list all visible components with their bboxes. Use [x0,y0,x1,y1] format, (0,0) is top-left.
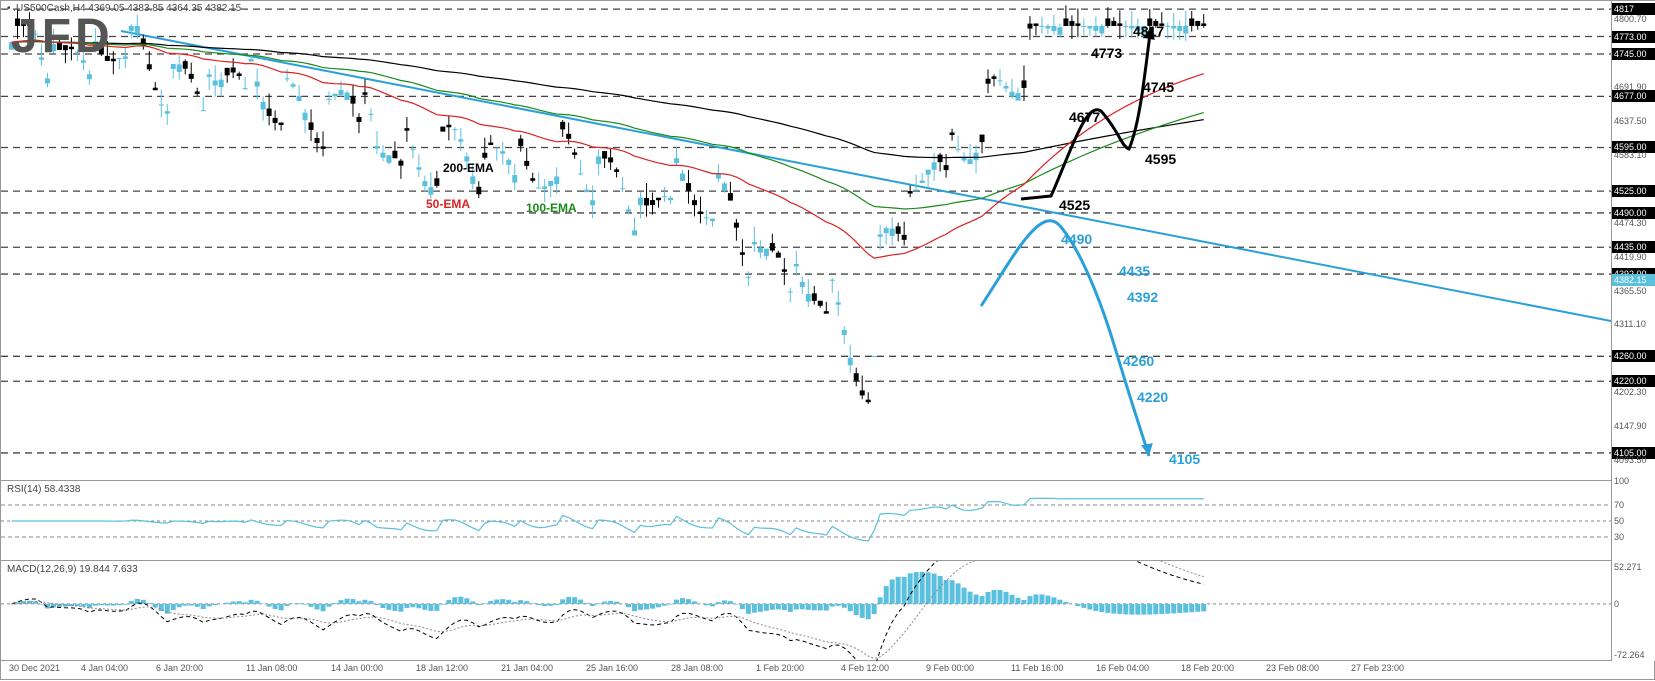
macd-svg [1,561,1611,661]
x-tick: 25 Jan 16:00 [586,663,638,673]
x-tick: 1 Feb 20:00 [756,663,804,673]
rsi-panel[interactable] [1,481,1611,561]
main-price-chart[interactable]: 200-EMA 50-EMA 100-EMA 4817 4773 4745 4677 4595… [1,1,1611,481]
x-tick: 4 Jan 04:00 [81,663,128,673]
chart-container: 200-EMA 50-EMA 100-EMA 4817 4773 4745 4677 4595… [0,0,1655,680]
y-tick: 4311.10 [1614,319,1646,329]
projection-label: 4392 [1127,289,1158,305]
projection-label: 4220 [1137,389,1168,405]
x-tick: 30 Dec 2021 [9,663,60,673]
logo-watermark: JFD [11,9,114,64]
projection-label: 4773 [1091,45,1122,61]
x-tick: 18 Feb 20:00 [1181,663,1234,673]
x-tick: 18 Jan 12:00 [416,663,468,673]
main-chart-svg [1,1,1611,481]
x-tick: 27 Feb 23:00 [1351,663,1404,673]
y-tick: 4677.00 [1612,90,1655,102]
projection-label: 4105 [1169,451,1200,467]
macd-panel[interactable] [1,561,1611,661]
y-tick: 4773.00 [1612,31,1655,43]
projection-label: 4745 [1143,79,1174,95]
x-tick: 11 Feb 16:00 [1011,663,1063,673]
y-tick: 4800.70 [1614,14,1647,24]
projection-label: 4817 [1133,23,1164,39]
y-tick: 4260.00 [1612,350,1655,362]
x-tick: 4 Feb 12:00 [841,663,889,673]
ema-label: 100-EMA [526,201,577,215]
projection-label: 4595 [1145,151,1176,167]
rsi-tick: 70 [1614,500,1624,510]
rsi-header: RSI(14) 58.4338 [7,484,80,495]
x-tick: 21 Jan 04:00 [501,663,553,673]
y-tick: 4365.50 [1614,286,1647,296]
x-tick: 16 Feb 04:00 [1096,663,1149,673]
ema-label: 200-EMA [443,161,494,175]
macd-header: MACD(12,26,9) 19.844 7.633 [7,564,138,575]
y-tick: 4745.00 [1612,48,1655,60]
rsi-svg [1,481,1611,561]
y-axis-macd: 52.271 0 -72.264 [1611,561,1655,661]
y-tick: 4637.50 [1614,116,1647,126]
projection-label: 4490 [1061,231,1092,247]
y-axis-rsi: 100705030 [1611,481,1655,561]
x-tick: 28 Jan 08:00 [671,663,723,673]
projection-label: 4677 [1069,109,1100,125]
x-tick: 14 Jan 00:00 [331,663,383,673]
y-tick: 4220.00 [1612,375,1655,387]
y-tick: 4525.00 [1612,185,1655,197]
rsi-tick: 30 [1614,532,1624,542]
y-tick: 4474.30 [1614,218,1647,228]
x-tick: 23 Feb 08:00 [1266,663,1319,673]
x-tick: 9 Feb 00:00 [926,663,974,673]
x-tick: 11 Jan 08:00 [246,663,297,673]
macd-tick: -72.264 [1614,650,1645,660]
x-axis: 30 Dec 2021 4 Jan 04:00 6 Jan 20:00 11 Jan … [1,661,1611,681]
x-tick: 6 Jan 20:00 [156,663,203,673]
y-tick: 4202.30 [1614,387,1647,397]
rsi-tick: 100 [1614,476,1629,486]
macd-tick: 0 [1614,599,1619,609]
ema-label: 50-EMA [426,197,470,211]
y-tick: 4583.10 [1614,150,1647,160]
y-tick: 4419.90 [1614,252,1647,262]
rsi-tick: 50 [1614,516,1624,526]
projection-label: 4525 [1059,197,1090,213]
macd-tick: 52.271 [1614,562,1642,572]
y-tick: 4382.15 [1612,274,1655,286]
y-tick: 4093.50 [1614,455,1647,465]
y-tick: 4147.90 [1614,421,1647,431]
projection-label: 4435 [1119,263,1150,279]
projection-label: 4260 [1123,353,1154,369]
y-axis-main: 48174800.704773.004745.004691.904677.004… [1611,1,1655,481]
